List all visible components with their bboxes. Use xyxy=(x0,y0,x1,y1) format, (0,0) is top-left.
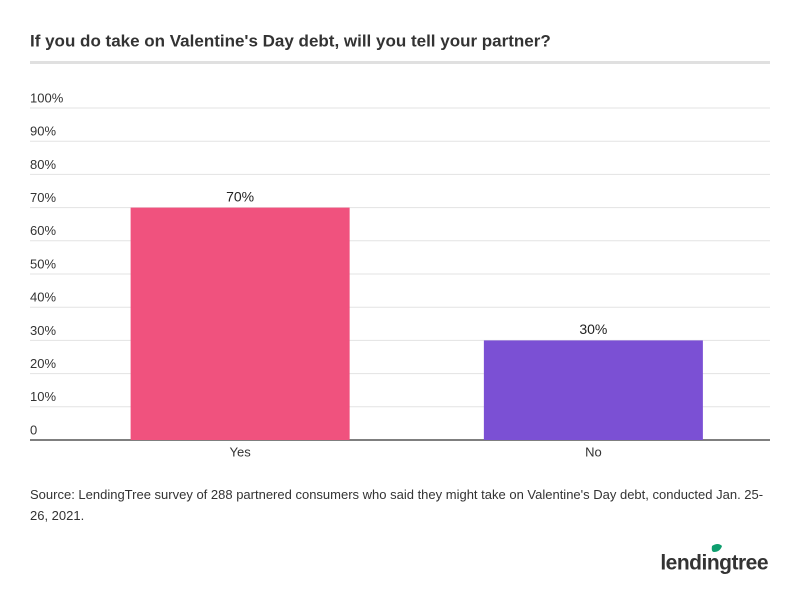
y-tick-label: 40% xyxy=(30,290,56,305)
y-tick-label: 90% xyxy=(30,124,56,139)
chart-title: If you do take on Valentine's Day debt, … xyxy=(30,31,551,50)
source-note: Source: LendingTree survey of 288 partne… xyxy=(30,487,764,523)
logo-leaf xyxy=(711,544,722,552)
value-label: 30% xyxy=(579,321,607,337)
bar xyxy=(483,340,703,440)
bar xyxy=(130,207,350,440)
y-tick-label: 70% xyxy=(30,190,56,205)
y-tick-label: 80% xyxy=(30,157,56,172)
y-tick-label: 10% xyxy=(30,389,56,404)
y-tick-label: 0 xyxy=(30,422,37,437)
y-tick-label: 20% xyxy=(30,356,56,371)
y-tick-label: 100% xyxy=(30,90,64,105)
x-tick-label: Yes xyxy=(230,444,252,459)
title-rule xyxy=(30,61,770,64)
y-tick-label: 60% xyxy=(30,223,56,238)
logo: lendingtree xyxy=(660,552,768,575)
y-tick-label: 30% xyxy=(30,323,56,338)
x-tick-label: No xyxy=(585,444,602,459)
value-label: 70% xyxy=(226,188,254,204)
y-tick-label: 50% xyxy=(30,256,56,271)
